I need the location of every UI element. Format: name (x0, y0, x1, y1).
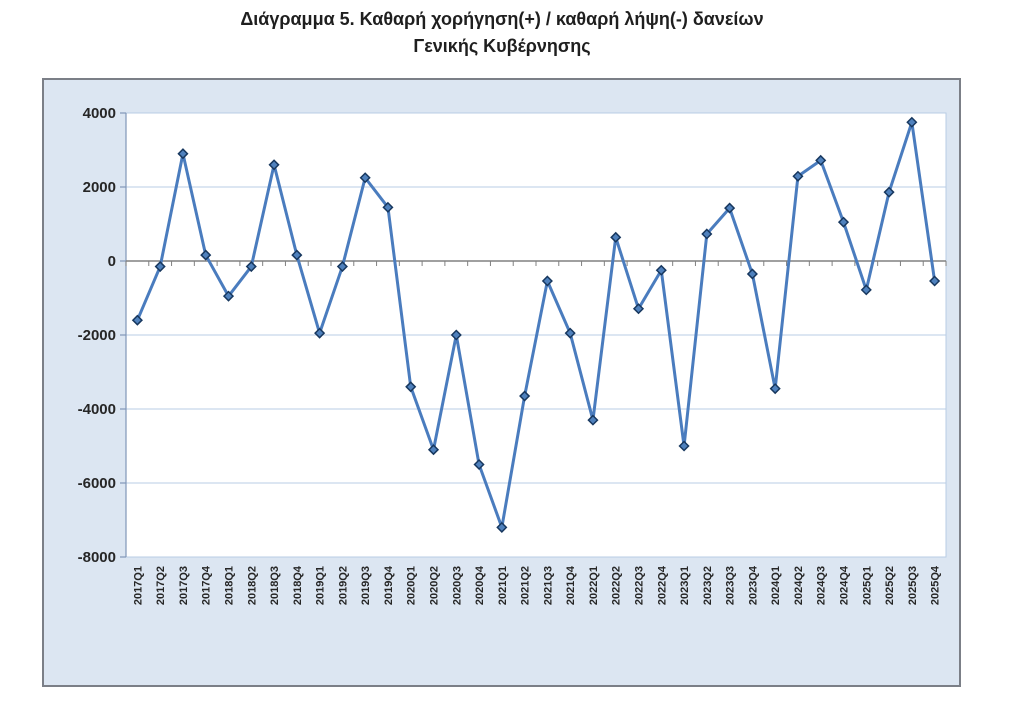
chart-title-line2: Γενικής Κυβέρνησης (413, 36, 591, 56)
y-tick-label: 0 (108, 253, 116, 270)
chart-title-line1: Διάγραμμα 5. Καθαρή χορήγηση(+) / καθαρή… (240, 9, 764, 29)
y-tick-label: -4000 (78, 401, 116, 418)
x-tick-label: 2022Q1 (588, 566, 600, 605)
x-tick-label: 2020Q1 (406, 566, 418, 605)
x-tick-label: 2017Q2 (155, 566, 167, 605)
y-tick-label: -6000 (78, 475, 116, 492)
x-tick-label: 2017Q4 (201, 565, 213, 605)
y-tick-label: -8000 (78, 549, 116, 566)
x-tick-label: 2021Q4 (565, 565, 577, 605)
data-point-marker (291, 249, 303, 261)
x-tick-label: 2017Q1 (132, 566, 144, 605)
data-point-marker (746, 268, 758, 280)
data-point-marker (792, 170, 804, 182)
data-point-marker (245, 260, 257, 273)
y-tick-label: 4000 (83, 105, 116, 122)
data-point-marker (815, 154, 827, 166)
x-tick-label: 2021Q3 (542, 566, 554, 605)
x-tick-label: 2024Q1 (770, 566, 782, 605)
data-point-marker (154, 260, 166, 273)
x-tick-label: 2018Q4 (292, 565, 304, 605)
line-chart: 4000 2000 0 -2000 -4000 -6000 -8000 2017Q1 2017Q… (78, 105, 947, 605)
data-point-marker (929, 275, 941, 287)
x-tick-label: 2025Q1 (861, 566, 873, 605)
y-tick-label: -2000 (78, 327, 116, 344)
data-point-marker (314, 327, 326, 339)
data-point-marker (906, 116, 918, 128)
x-tick-label: 2021Q1 (497, 566, 509, 605)
data-point-marker (200, 249, 212, 261)
x-tick-label: 2019Q4 (383, 565, 395, 605)
x-tick-label: 2023Q4 (747, 565, 759, 605)
x-tick-label: 2020Q3 (451, 566, 463, 605)
data-point-marker (382, 201, 394, 213)
data-point-marker (336, 260, 348, 273)
x-tick-label: 2018Q2 (246, 566, 258, 605)
data-point-marker (769, 383, 781, 395)
x-tick-label: 2025Q4 (930, 565, 942, 605)
y-tick-label: 2000 (83, 179, 116, 196)
data-point-marker (427, 444, 440, 456)
data-point-marker (541, 275, 553, 287)
x-tick-label: 2019Q3 (360, 566, 372, 605)
x-tick-label: 2023Q2 (702, 566, 714, 605)
x-tick-label: 2017Q3 (178, 566, 190, 605)
x-tick-label: 2022Q4 (656, 565, 668, 605)
x-tick-label: 2022Q3 (634, 566, 646, 605)
data-point-marker (177, 148, 189, 160)
data-point-marker (222, 290, 235, 302)
data-point-marker (632, 303, 645, 315)
data-point-marker (268, 159, 280, 171)
data-point-marker (860, 284, 872, 296)
x-tick-label: 2024Q2 (793, 566, 805, 605)
data-point-marker (131, 314, 143, 326)
chart-figure: 4000 2000 0 -2000 -4000 -6000 -8000 2017Q1 2017Q… (42, 78, 961, 687)
x-tick-label: 2025Q3 (907, 566, 919, 605)
data-point-marker (359, 172, 371, 184)
x-tick-label: 2023Q1 (679, 566, 691, 605)
data-point-marker (883, 186, 895, 198)
data-point-marker (610, 231, 622, 243)
x-tick-label: 2019Q1 (315, 566, 327, 605)
x-tick-label: 2018Q1 (224, 566, 236, 605)
chart-title: Διάγραμμα 5. Καθαρή χορήγηση(+) / καθαρή… (42, 6, 962, 60)
x-tick-label: 2023Q3 (725, 566, 737, 605)
x-tick-label: 2022Q2 (611, 566, 623, 605)
data-point-marker (473, 458, 485, 471)
x-tick-label: 2024Q4 (839, 565, 851, 605)
data-point-marker (587, 414, 599, 426)
data-point-marker (678, 440, 690, 452)
x-tick-label: 2020Q2 (429, 566, 441, 605)
data-point-marker (564, 327, 576, 339)
x-tick-label: 2019Q2 (337, 566, 349, 605)
x-tick-label: 2025Q2 (884, 566, 896, 605)
data-point-marker (519, 390, 531, 402)
x-tick-label: 2021Q2 (520, 566, 532, 605)
x-tick-label: 2020Q4 (474, 565, 486, 605)
data-point-marker (724, 202, 736, 214)
x-tick-label: 2018Q3 (269, 566, 281, 605)
data-line (135, 120, 937, 529)
data-point-marker (450, 329, 462, 341)
data-point-marker (701, 228, 713, 240)
data-point-marker (496, 521, 508, 533)
data-point-marker (405, 381, 417, 393)
data-point-marker (837, 216, 850, 228)
data-point-marker (655, 264, 667, 276)
x-tick-label: 2024Q3 (816, 566, 828, 605)
